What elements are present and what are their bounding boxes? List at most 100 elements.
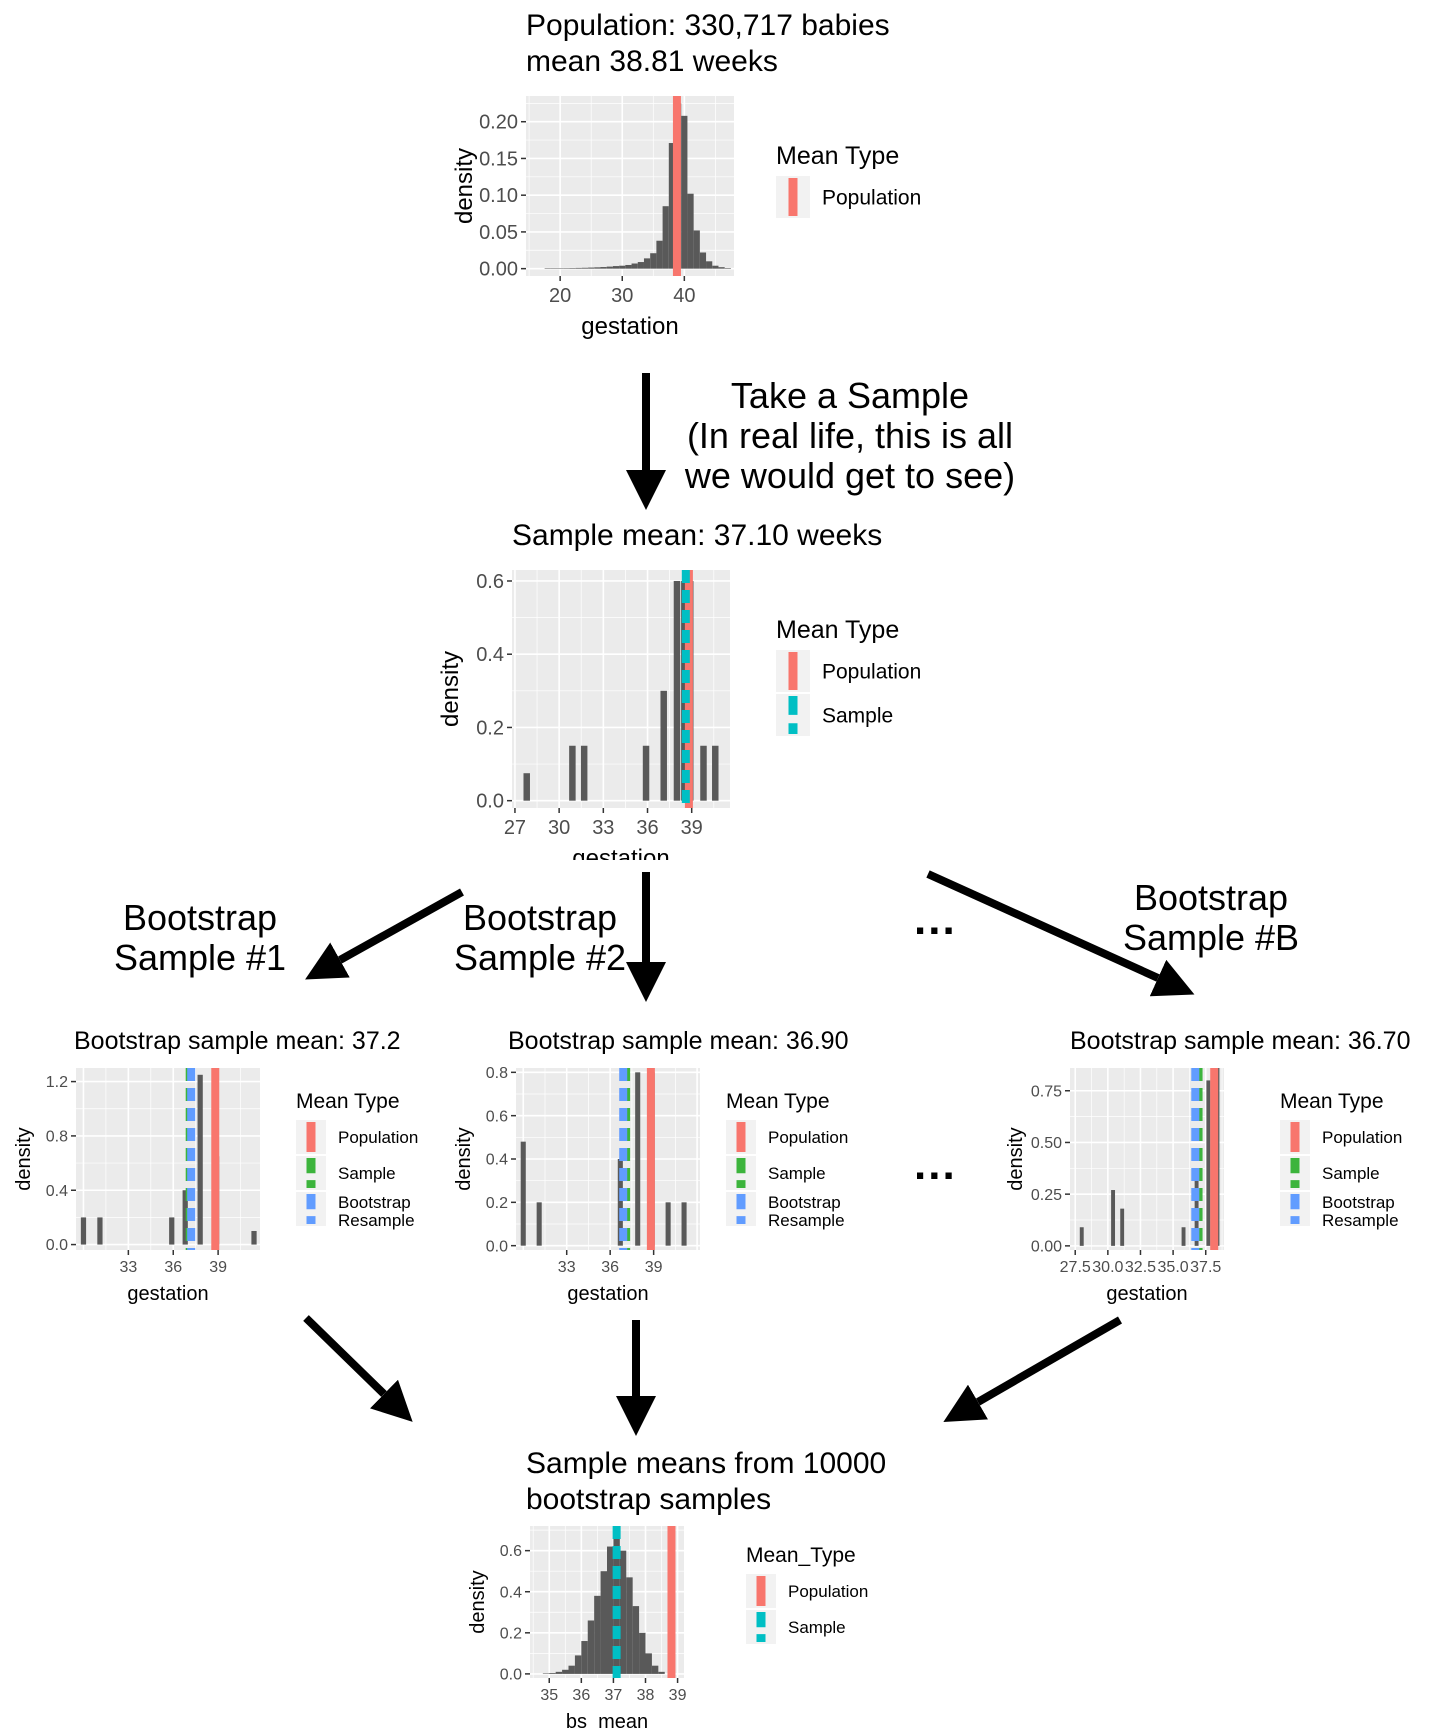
legend-label: Population [1322, 1128, 1402, 1147]
histogram-bar [557, 268, 564, 269]
histogram-bar [600, 1571, 607, 1674]
y-tick-label: 0.6 [500, 1543, 522, 1560]
x-tick-label: 27.5 [1060, 1259, 1091, 1276]
histogram-bar [706, 261, 713, 269]
bootstrap-1-label: Bootstrap Sample #1 [100, 898, 300, 978]
x-tick-label: 36 [601, 1259, 619, 1276]
histogram-bar [626, 1577, 633, 1674]
y-tick-label: 0.6 [476, 571, 504, 593]
histogram-bar [97, 1217, 103, 1245]
x-axis-title: gestation [1106, 1283, 1187, 1305]
x-tick-label: 37.5 [1190, 1259, 1221, 1276]
bootstrap-means-chart-title: Sample means from 10000 bootstrap sample… [526, 1446, 886, 1518]
legend-label: Bootstrap [338, 1193, 411, 1212]
x-tick-label: 36 [636, 817, 658, 839]
x-tick-label: 33 [558, 1259, 576, 1276]
population-title-line1: Population: 330,717 babies [526, 9, 890, 42]
histogram-bar [550, 268, 558, 269]
x-tick-label: 32.5 [1125, 1259, 1156, 1276]
histogram-bar [523, 773, 530, 801]
histogram-bar [637, 262, 644, 269]
y-axis-title: density [13, 1127, 35, 1190]
legend-label-line2: Resample [338, 1211, 415, 1230]
bootstrap-means-chart: 0.0 0.2 0.4 0.6 35 36 37 38 39 bs_mean density Mean… [467, 1526, 868, 1728]
legend-title: Mean Type [776, 142, 899, 170]
y-tick-label: 0.0 [46, 1237, 68, 1254]
legend-label: Sample [788, 1618, 846, 1637]
histogram-bar [606, 266, 613, 269]
y-tick-label: 0.00 [1031, 1238, 1062, 1255]
ellipsis-top: ... [914, 895, 957, 944]
sample-chart: 0.0 0.2 0.4 0.6 27 30 33 36 39 gestation density Me… [437, 570, 921, 860]
legend-label: Bootstrap [1322, 1193, 1395, 1212]
bootstrap-1-chart-title: Bootstrap sample mean: 37.2 [74, 1027, 401, 1055]
ellipsis-middle: ... [914, 1140, 957, 1189]
x-tick-label: 30 [611, 285, 633, 307]
y-tick-label: 0.15 [479, 148, 518, 170]
histogram-bar [681, 1202, 687, 1246]
y-tick-label: 0.4 [500, 1584, 522, 1601]
histogram-bar [1181, 1227, 1186, 1246]
bootstrap-b-label: Bootstrap Sample #B [1106, 878, 1316, 958]
histogram-bar [699, 252, 707, 269]
y-tick-label: 0.20 [479, 112, 518, 134]
x-tick-label: 39 [681, 817, 703, 839]
bootstrap-b-chart-title: Bootstrap sample mean: 36.70 [1070, 1027, 1411, 1055]
bootstrap-2-line1: Bootstrap [462, 897, 618, 938]
x-tick-label: 36 [572, 1687, 590, 1704]
histogram-bar [724, 268, 731, 269]
legend-label: Bootstrap [768, 1193, 841, 1212]
take-sample-line3: we would get to see) [684, 455, 1016, 496]
legend-label: Sample [768, 1164, 826, 1183]
bootstrap-2-chart-title: Bootstrap sample mean: 36.90 [508, 1027, 849, 1055]
bootstrap-b-line2: Sample #B [1122, 917, 1300, 958]
y-axis-title: density [453, 1127, 475, 1190]
histogram-bar [635, 1072, 641, 1246]
legend: Mean Type Population Sample BootstrapResamp… [296, 1090, 418, 1230]
y-tick-label: 0.6 [486, 1108, 508, 1125]
legend-label-line2: Resample [1322, 1211, 1399, 1230]
gridlines [516, 1068, 700, 1250]
y-axis-title: density [437, 651, 464, 727]
y-tick-label: 0.00 [479, 259, 518, 281]
histogram-bar [197, 1074, 203, 1245]
histogram-bar [588, 267, 595, 269]
y-tick-label: 0.4 [476, 644, 504, 666]
y-tick-label: 0.10 [479, 185, 518, 207]
legend-title: Mean Type [726, 1090, 830, 1113]
histogram-bar [581, 1641, 588, 1674]
histogram-bar [568, 1665, 575, 1674]
histogram-bar [1111, 1190, 1116, 1246]
histogram-bar [555, 1671, 563, 1674]
legend-label: Population [338, 1128, 418, 1147]
bootstrap-2-chart: 0.0 0.2 0.4 0.6 0.8 33 36 39 gestation density Mea… [453, 1065, 848, 1305]
histogram-bar [562, 1669, 569, 1674]
histogram-bar [625, 264, 632, 269]
histogram-bar [587, 1620, 595, 1674]
bootstrap-1-line1: Bootstrap [122, 897, 278, 938]
bootstrap-2-label: Bootstrap Sample #2 [440, 898, 640, 978]
histogram-bar [581, 267, 589, 269]
y-axis-title: density [1005, 1127, 1027, 1190]
x-axis-title: gestation [127, 1283, 208, 1305]
x-axis-title: gestation [567, 1283, 648, 1305]
histogram-bar [718, 267, 725, 269]
gridlines [1070, 1068, 1224, 1250]
x-tick-label: 37 [605, 1687, 623, 1704]
histogram-bar [580, 745, 588, 801]
histogram-bar [668, 143, 676, 269]
x-tick-label: 40 [673, 285, 695, 307]
histogram-bar [617, 1159, 623, 1246]
histogram-bar [631, 263, 638, 269]
histogram-bar [536, 1202, 542, 1246]
histogram-bar [658, 1671, 665, 1674]
legend-label: Population [822, 187, 921, 210]
histogram-bar [575, 267, 582, 269]
x-tick-label: 20 [549, 285, 571, 307]
population-chart: 0.00 0.05 0.10 0.15 0.20 20 30 40 gestation densi… [451, 96, 921, 340]
legend-label: Population [822, 661, 921, 684]
histogram-bar [569, 745, 576, 801]
histogram-bar [612, 266, 620, 269]
